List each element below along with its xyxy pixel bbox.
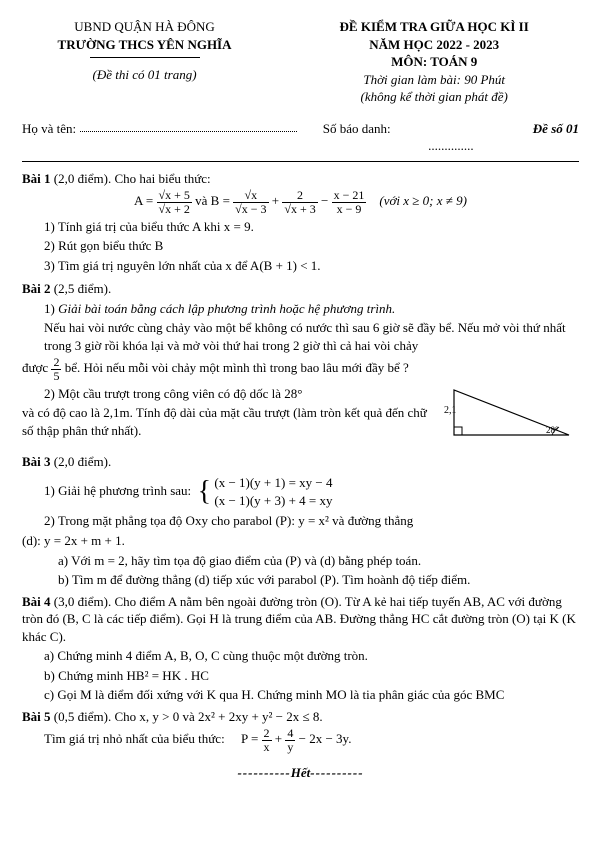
b5-pts: (0,5 điểm). Cho x, y > 0 và 2x² + 2xy + … — [51, 709, 323, 724]
P1d: x — [262, 741, 272, 754]
name-dotted — [80, 120, 296, 132]
P1n: 2 — [262, 727, 272, 741]
bai5-title: Bài 5 (0,5 điểm). Cho x, y > 0 và 2x² + … — [22, 708, 579, 726]
exclude: (không kể thời gian phát đề) — [289, 88, 579, 106]
name-label: Họ và tên: — [22, 120, 76, 155]
b1-q1: 1) Tính giá trị của biểu thức A khi x = … — [22, 218, 579, 236]
bai2-title: Bài 2 (2,5 điểm). — [22, 280, 579, 298]
b5qt: Tìm giá trị nhỏ nhất của biểu thức: — [44, 732, 225, 747]
b2-q1: 1) Giải bài toán bằng cách lập phương tr… — [22, 300, 579, 318]
bai3-title: Bài 3 (2,0 điểm). — [22, 453, 579, 471]
exam-title2: NĂM HỌC 2022 - 2023 — [289, 36, 579, 54]
b3q1t: 1) Giải hệ phương trình sau: — [44, 483, 191, 498]
minus1: − — [321, 193, 332, 208]
divider — [22, 161, 579, 162]
plus1: + — [272, 193, 283, 208]
B3d: x − 9 — [332, 203, 367, 216]
b2q1lbl: 1) — [44, 301, 58, 316]
info-row: Họ và tên: Số báo danh: Đề số 01 .......… — [22, 120, 579, 155]
b2p2b: bể. Hỏi nếu mỗi vòi chảy một mình thì tr… — [65, 360, 409, 375]
plus2: + — [275, 732, 286, 747]
header-block: UBND QUẬN HÀ ĐÔNG TRƯỜNG THCS YÊN NGHĨA … — [22, 18, 579, 106]
b2-label: Bài 2 — [22, 281, 51, 296]
content: Bài 1 (2,0 điểm). Cho hai biểu thức: A =… — [22, 170, 579, 754]
A-den: √x + 2 — [157, 203, 192, 216]
page-note: (Đề thi có 01 trang) — [22, 66, 267, 84]
B2d: √x + 3 — [282, 203, 317, 216]
sbd-label: Số báo danh: — [323, 120, 391, 138]
b1-pts: (2,0 điểm). Cho hai biểu thức: — [51, 171, 211, 186]
b4-c: c) Gọi M là điểm đối xứng với K qua H. C… — [22, 686, 579, 704]
triangle-figure: 2,1 28° — [444, 385, 579, 450]
ubnd: UBND QUẬN HÀ ĐÔNG — [22, 18, 267, 36]
header-left: UBND QUẬN HÀ ĐÔNG TRƯỜNG THCS YÊN NGHĨA … — [22, 18, 267, 106]
dash1: ---------- — [237, 765, 290, 780]
b3-a: a) Với m = 2, hãy tìm tọa độ giao điểm c… — [22, 552, 579, 570]
triangle-svg: 2,1 28° — [444, 385, 579, 445]
b4-pts: (3,0 điểm). Cho điểm A nằm bên ngoài đườ… — [22, 594, 576, 644]
subject: MÔN: TOÁN 9 — [289, 53, 579, 71]
B2n: 2 — [282, 189, 317, 203]
bai4-title: Bài 4 (3,0 điểm). Cho điểm A nằm bên ngo… — [22, 593, 579, 646]
b3-label: Bài 3 — [22, 454, 51, 469]
b4-label: Bài 4 — [22, 594, 51, 609]
b2fd: 5 — [51, 370, 61, 383]
time: Thời gian làm bài: 90 Phút — [289, 71, 579, 89]
footer: ----------Hết---------- — [22, 764, 579, 782]
hr-left — [90, 57, 200, 58]
b5-q: Tìm giá trị nhỏ nhất của biểu thức: P = … — [22, 727, 579, 753]
sbd-dotted: .............. — [323, 137, 579, 155]
bai1-title: Bài 1 (2,0 điểm). Cho hai biểu thức: — [22, 170, 579, 188]
b2-p2: được 25 bể. Hỏi nếu mỗi vòi chảy một mìn… — [22, 356, 579, 382]
B1d: √x − 3 — [233, 203, 268, 216]
dash2: ---------- — [310, 765, 363, 780]
b4-b: b) Chứng minh HB² = HK . HC — [22, 667, 579, 685]
exam-title1: ĐỀ KIỂM TRA GIỮA HỌC KÌ II — [289, 18, 579, 36]
A-lhs: A = — [134, 193, 157, 208]
and: và B = — [195, 193, 233, 208]
b3-q1: 1) Giải hệ phương trình sau: { (x − 1)(y… — [22, 473, 579, 511]
b1-q2: 2) Rút gọn biểu thức B — [22, 237, 579, 255]
b2p2a: được — [22, 360, 51, 375]
b2-p1: Nếu hai vòi nước cùng chảy vào một bể kh… — [22, 319, 579, 354]
Ptail: − 2x − 3y. — [299, 732, 352, 747]
exam-number: Đề số 01 — [533, 120, 579, 138]
A-num: √x + 5 — [157, 189, 192, 203]
b2q1it: Giải bài toán bằng cách lập phương trình… — [58, 301, 395, 316]
B1n: √x — [233, 189, 268, 203]
sys2: (x − 1)(y + 3) + 4 = xy — [214, 492, 332, 510]
b3-q2pre: 2) Trong mặt phẳng tọa độ Oxy cho parabo… — [22, 512, 579, 530]
b1-label: Bài 1 — [22, 171, 51, 186]
header-right: ĐỀ KIỂM TRA GIỮA HỌC KÌ II NĂM HỌC 2022 … — [289, 18, 579, 106]
end-text: Hết — [291, 765, 311, 780]
b3-b: b) Tìm m để đường thẳng (d) tiếp xúc với… — [22, 571, 579, 589]
P2n: 4 — [285, 727, 295, 741]
b2-pts: (2,5 điểm). — [51, 281, 112, 296]
b4-a: a) Chứng minh 4 điểm A, B, O, C cùng thu… — [22, 647, 579, 665]
school: TRƯỜNG THCS YÊN NGHĨA — [22, 36, 267, 54]
b3-pts: (2,0 điểm). — [51, 454, 112, 469]
Plhs: P = — [241, 732, 262, 747]
sys1: (x − 1)(y + 1) = xy − 4 — [214, 474, 332, 492]
brace-icon: { — [198, 476, 211, 507]
tri-height: 2,1 — [444, 405, 457, 416]
b2fn: 2 — [51, 356, 61, 370]
B3n: x − 21 — [332, 189, 367, 203]
P2d: y — [285, 741, 295, 754]
b1-q3: 3) Tìm giá trị nguyên lớn nhất của x để … — [22, 257, 579, 275]
cond: (với x ≥ 0; x ≠ 9) — [379, 193, 467, 208]
b5-label: Bài 5 — [22, 709, 51, 724]
b3-line: (d): y = 2x + m + 1. — [22, 532, 579, 550]
b1-formula: A = √x + 5√x + 2 và B = √x√x − 3 + 2√x +… — [22, 189, 579, 215]
